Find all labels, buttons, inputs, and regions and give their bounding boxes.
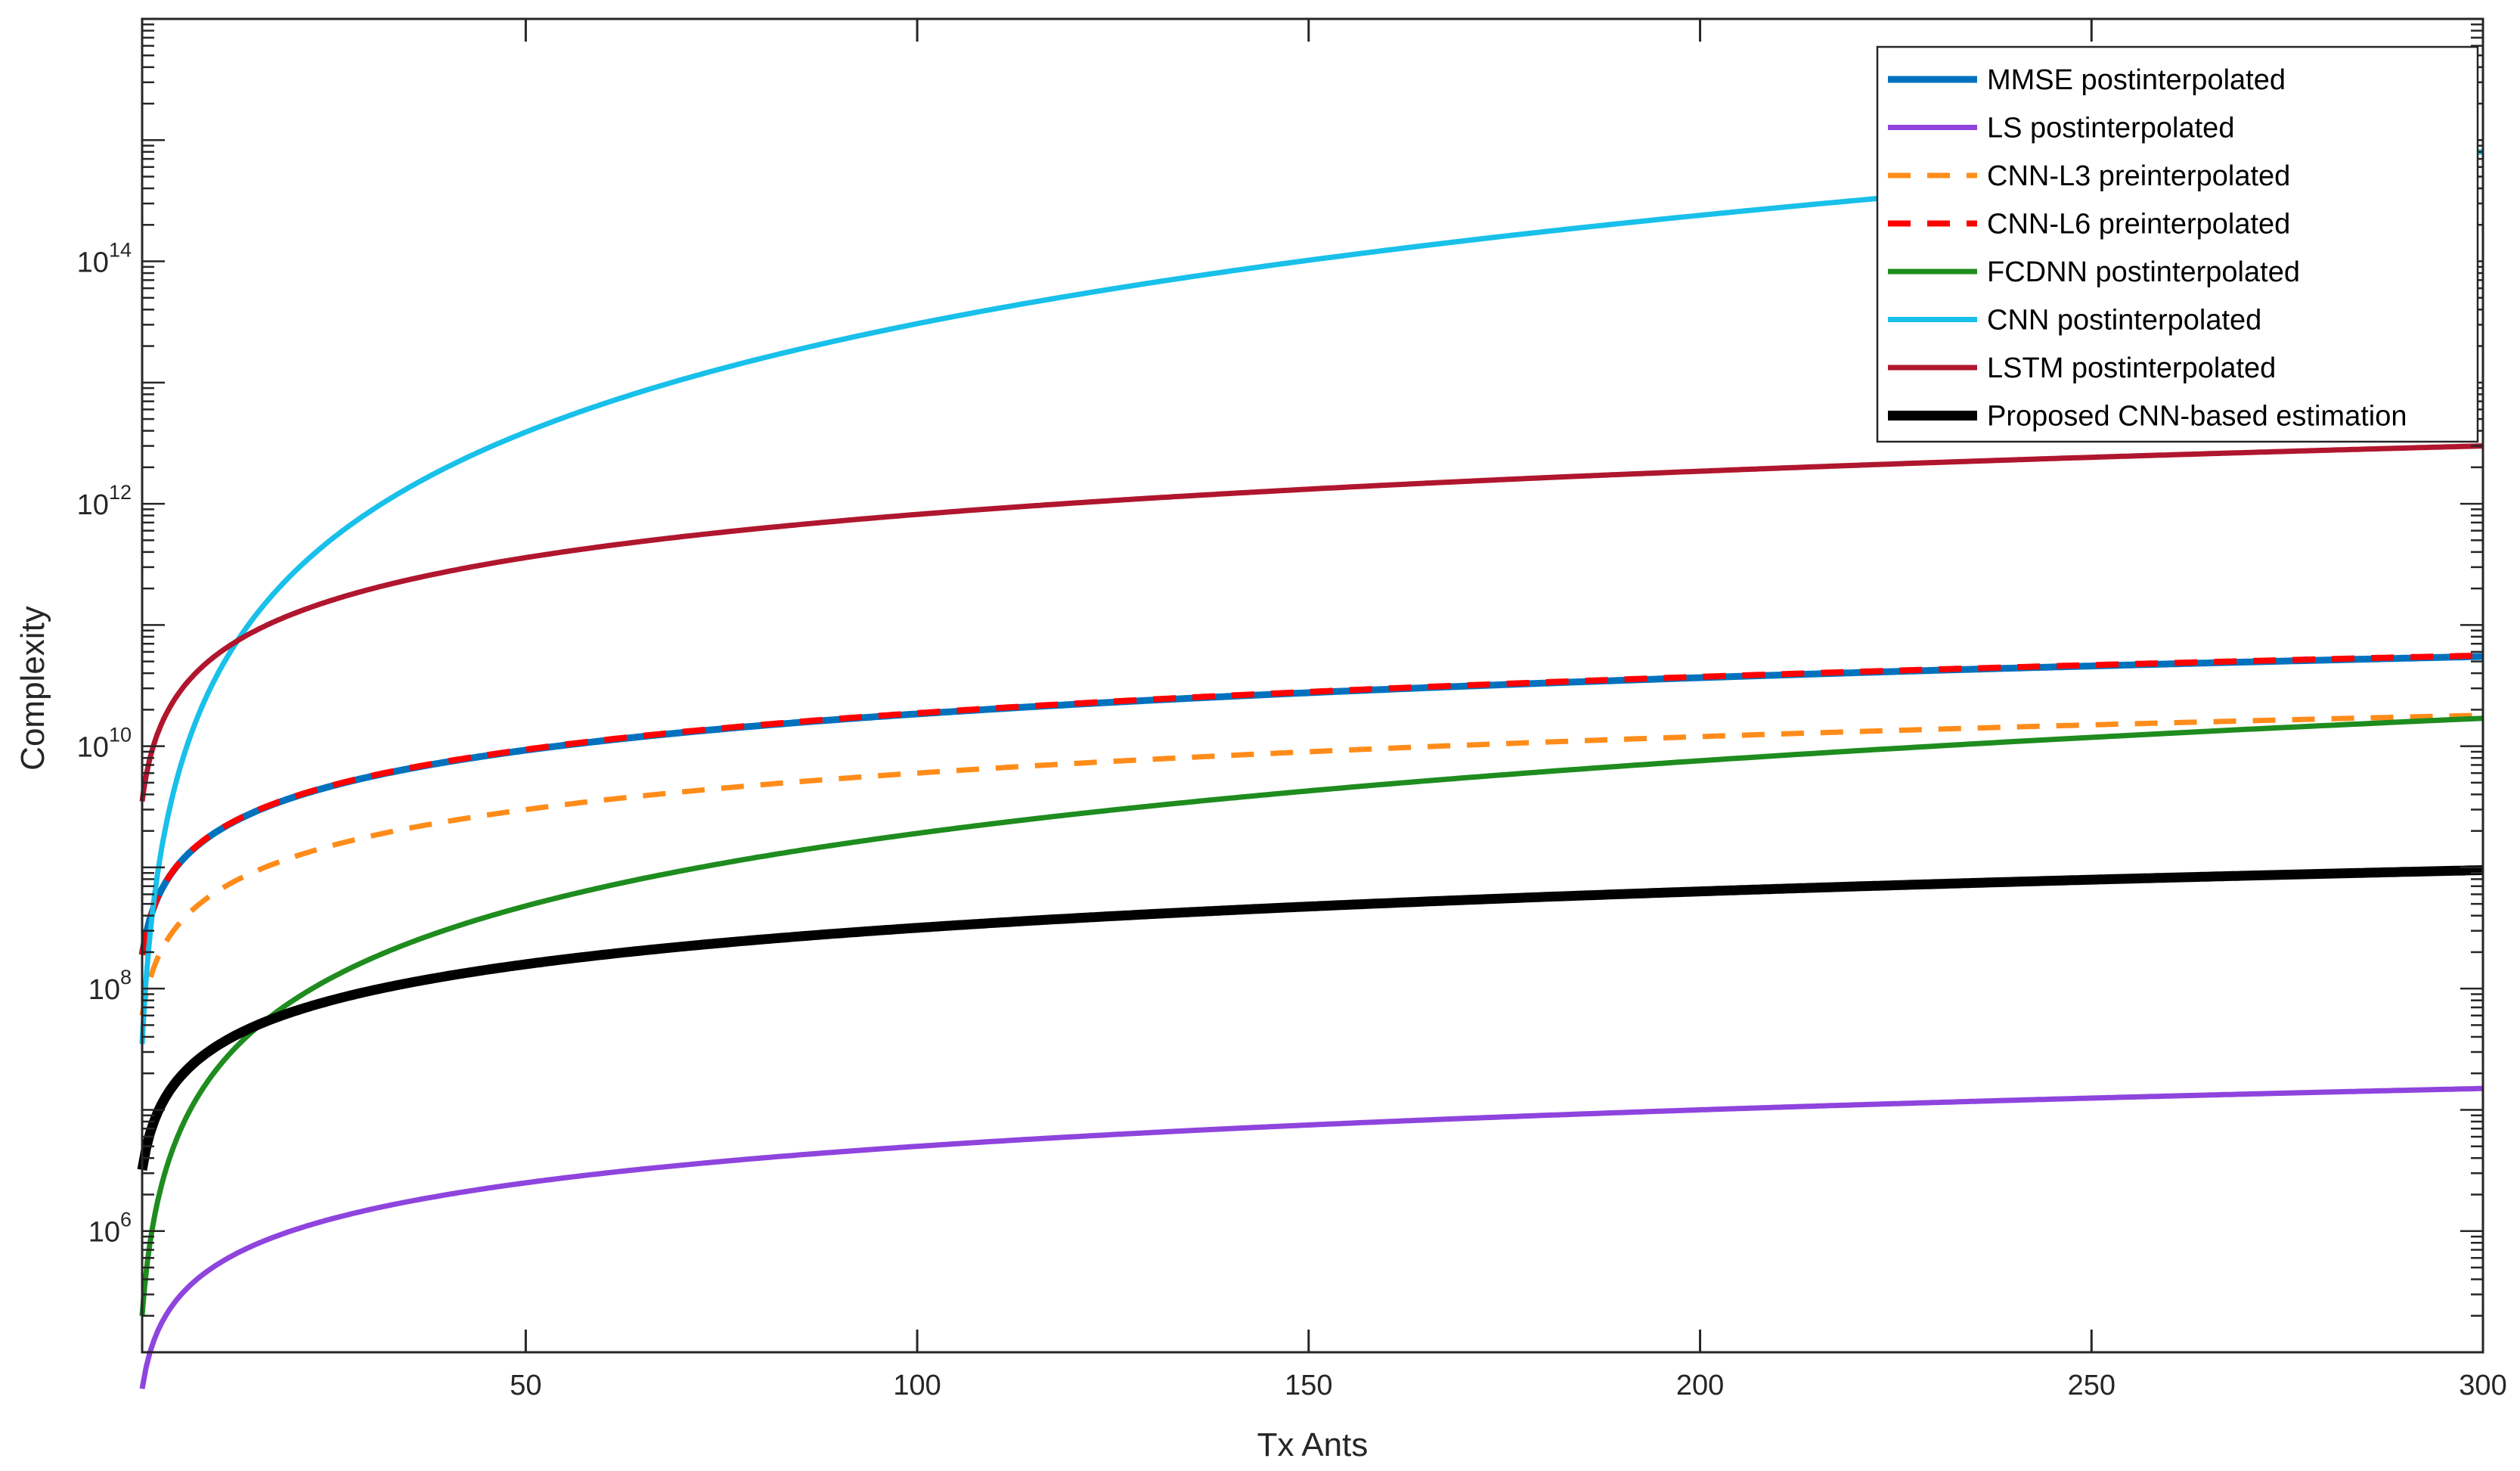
series-layer bbox=[137, 149, 2484, 1389]
legend-label-1: MMSE postinterpolated bbox=[1987, 64, 2286, 96]
series-line-2 bbox=[139, 1085, 2484, 1389]
x-tick-label: 200 bbox=[1676, 1370, 1724, 1401]
series-line-4 bbox=[139, 652, 2484, 956]
x-tick-label: 300 bbox=[2459, 1370, 2506, 1401]
legend-label-6: CNN postinterpolated bbox=[1987, 305, 2261, 337]
legend-label-5: FCDNN postinterpolated bbox=[1987, 256, 2300, 288]
legend-label-4: CNN-L6 preinterpolated bbox=[1987, 209, 2290, 241]
y-tick-label: 108 bbox=[88, 966, 132, 1006]
x-tick-label: 50 bbox=[510, 1370, 541, 1401]
y-axis-label: Complexity bbox=[14, 606, 51, 771]
x-tick-label: 100 bbox=[893, 1370, 941, 1401]
legend-box bbox=[1876, 45, 2479, 443]
legend-label-7: LSTM postinterpolated bbox=[1987, 352, 2276, 384]
series-line-5 bbox=[139, 715, 2484, 1319]
x-tick-label: 250 bbox=[2068, 1370, 2115, 1401]
series-line-8 bbox=[137, 865, 2484, 1171]
legend: MMSE postinterpolated LS postinterpolated… bbox=[1876, 45, 2479, 443]
legend-label-2: LS postinterpolated bbox=[1987, 113, 2234, 144]
y-tick-label: 1010 bbox=[77, 724, 132, 764]
series-line-3 bbox=[139, 712, 2484, 1016]
x-axis-label: Tx Ants bbox=[1257, 1426, 1368, 1463]
legend-label-8: Proposed CNN-based estimation bbox=[1987, 401, 2407, 433]
y-tick-label: 106 bbox=[88, 1209, 132, 1249]
y-tick-label: 1014 bbox=[77, 239, 132, 279]
y-tick-label: 1012 bbox=[77, 481, 132, 521]
x-tick-label: 150 bbox=[1285, 1370, 1332, 1401]
legend-label-3: CNN-L3 preinterpolated bbox=[1987, 160, 2290, 192]
axes-layer: 50 100 150 200 250 300 106 108 1010 1012 1014 bbox=[77, 17, 2507, 1401]
series-line-7 bbox=[139, 443, 2484, 802]
series-line-6 bbox=[139, 149, 2484, 1047]
axes-box bbox=[141, 17, 2484, 1354]
